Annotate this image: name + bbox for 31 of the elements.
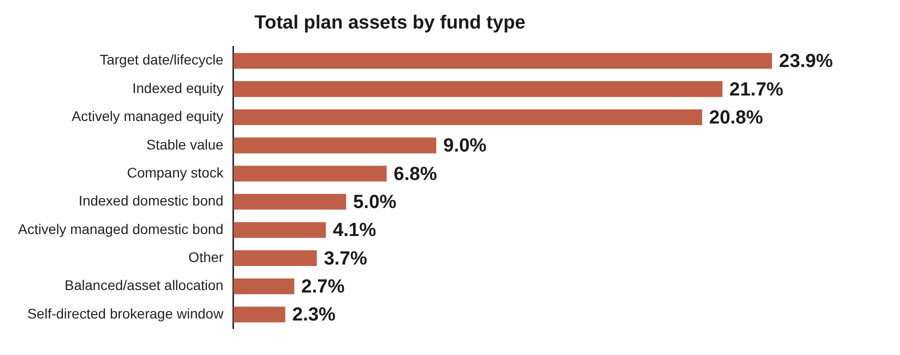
data-label: 6.8% <box>394 164 438 185</box>
y-tick-label: Balanced/asset allocation <box>64 277 224 294</box>
y-tick-label: Other <box>188 249 224 266</box>
data-label: 4.1% <box>332 220 376 242</box>
bar <box>233 138 436 154</box>
data-label: 21.7% <box>729 79 784 100</box>
data-label: 5.0% <box>353 192 397 214</box>
data-label: 3.7% <box>324 248 368 270</box>
y-tick-label: Indexed domestic bond <box>78 192 224 209</box>
bar <box>233 109 702 126</box>
bar <box>233 53 772 69</box>
bar <box>233 194 346 210</box>
y-tick-label: Self-directed brokerage window <box>27 305 224 322</box>
data-label: 9.0% <box>443 136 487 157</box>
y-tick-label: Actively managed equity <box>72 108 224 124</box>
y-tick-label: Company stock <box>126 164 224 180</box>
bar <box>233 81 722 97</box>
bar <box>233 222 326 238</box>
data-label: 23.9% <box>779 51 833 72</box>
chart-title: Total plan assets by fund type <box>254 12 526 34</box>
y-tick-label: Target date/lifecycle <box>100 52 224 68</box>
bar <box>233 166 387 182</box>
data-label: 2.3% <box>292 304 336 326</box>
y-tick-label: Indexed equity <box>132 80 224 96</box>
bar <box>233 306 286 322</box>
y-tick-label: Stable value <box>146 136 224 152</box>
bar <box>233 278 294 294</box>
y-tick-label: Actively managed domestic bond <box>18 220 224 237</box>
data-label: 20.8% <box>709 107 764 128</box>
bar <box>233 250 317 266</box>
data-label: 2.7% <box>301 276 345 298</box>
